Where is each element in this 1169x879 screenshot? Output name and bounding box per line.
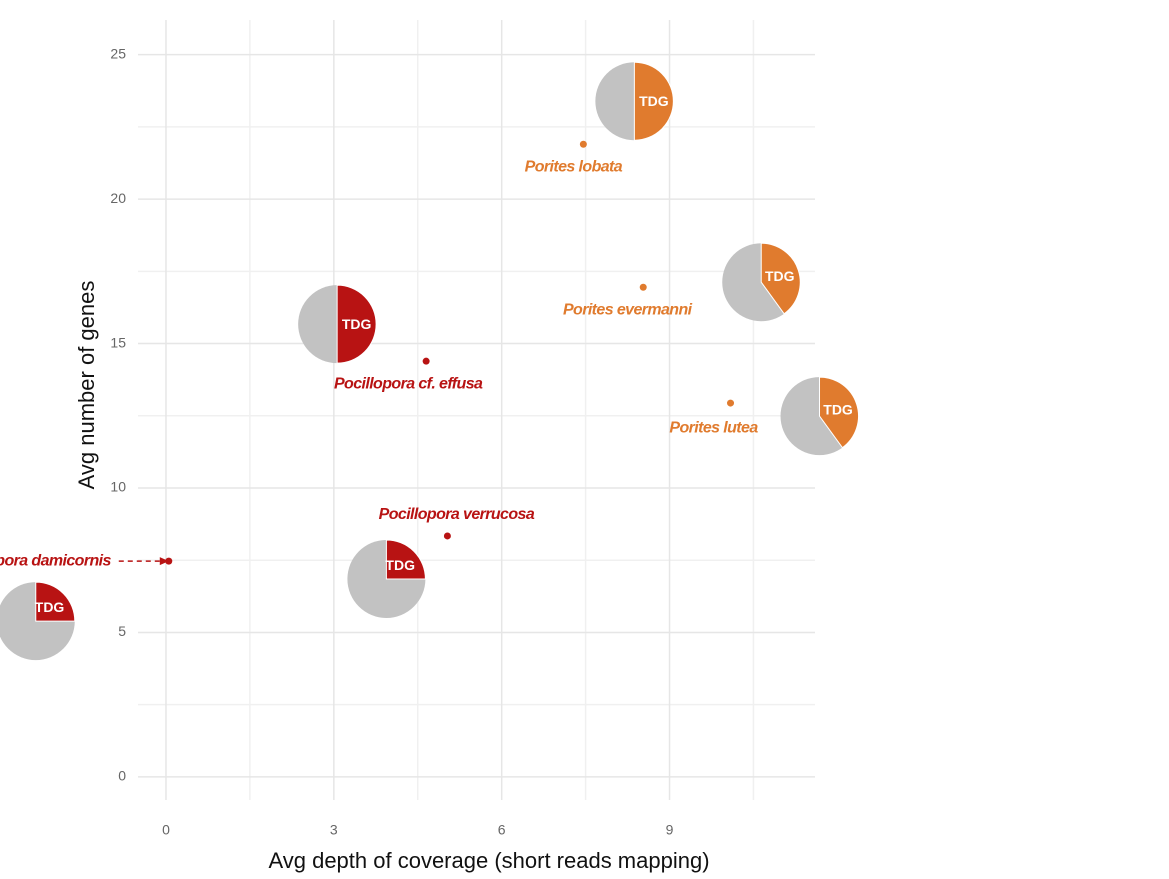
pie-wedge: [633, 61, 674, 141]
y-tick-label: 20: [110, 190, 126, 206]
y-tick-label: 25: [110, 45, 126, 61]
y-axis-label: Avg number of genes: [74, 281, 99, 490]
point-label: Pocillopora cf. effusa: [334, 375, 483, 392]
pie-wedge: [35, 581, 76, 622]
point-label: Porites evermanni: [563, 301, 693, 318]
pie-wedge: [819, 376, 860, 449]
point-label: Porites lobata: [525, 158, 623, 175]
point-label: Pocillopora damicornis: [0, 552, 111, 569]
point: [422, 357, 430, 365]
point: [443, 532, 451, 540]
pie-wedge: [760, 242, 801, 315]
pie-label: TDG: [765, 268, 795, 284]
pie-label: TDG: [342, 316, 372, 332]
pie-wedge: [336, 284, 377, 364]
point: [579, 140, 587, 148]
x-axis-label: Avg depth of coverage (short reads mappi…: [268, 848, 709, 873]
grid: [138, 20, 815, 800]
point: [639, 283, 647, 291]
y-tick-label: 5: [118, 623, 126, 639]
x-tick-label: 0: [162, 822, 170, 838]
y-tick-label: 0: [118, 768, 126, 784]
y-tick-label: 15: [110, 334, 126, 350]
arrow-head: [159, 557, 169, 566]
pie-label: TDG: [639, 93, 669, 109]
x-tick-label: 6: [498, 822, 506, 838]
point: [727, 399, 735, 407]
y-tick-label: 10: [110, 479, 126, 495]
x-tick-label: 3: [330, 822, 338, 838]
x-tick-label: 9: [666, 822, 674, 838]
point-label: Pocillopora verrucosa: [379, 506, 535, 523]
point-label: Porites lutea: [669, 419, 758, 436]
pie-label: TDG: [385, 557, 415, 573]
pie-label: TDG: [823, 402, 853, 418]
pie-label: TDG: [35, 599, 65, 615]
pie-wedge: [385, 539, 426, 580]
